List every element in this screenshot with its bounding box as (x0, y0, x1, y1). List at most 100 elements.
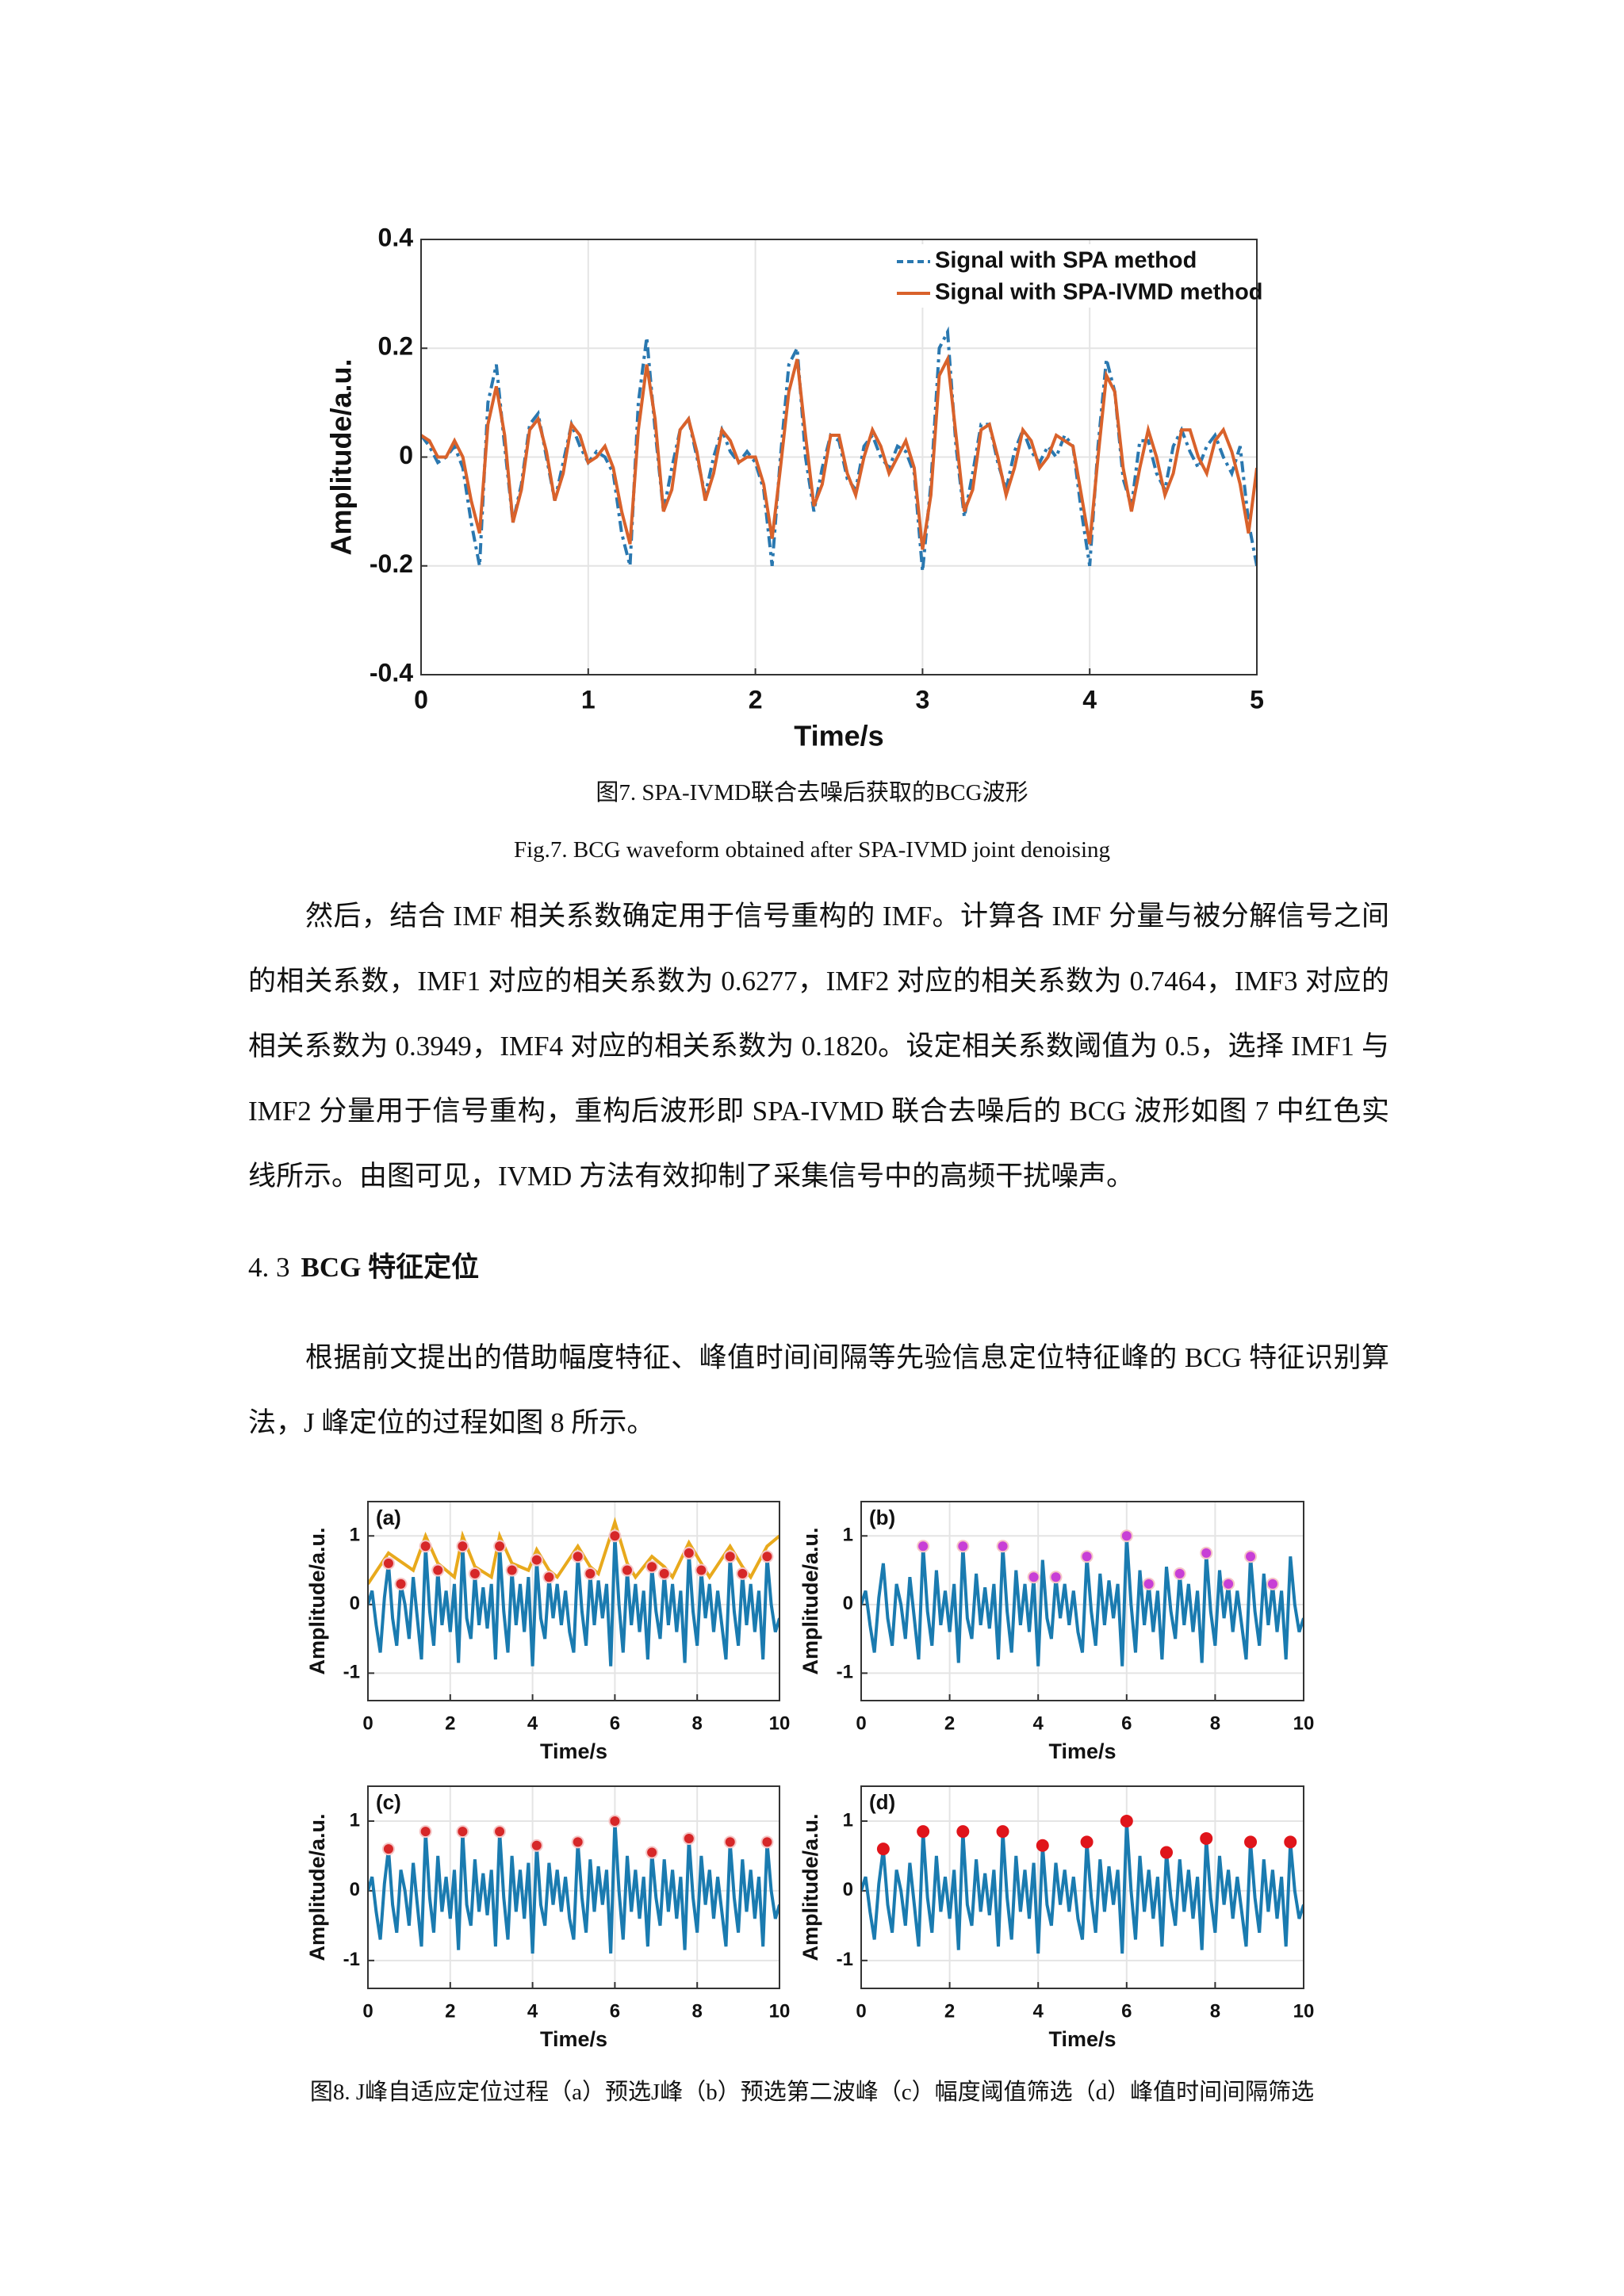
y-tick-label: 1 (350, 1809, 360, 1831)
peak-marker (419, 1540, 432, 1553)
peak-marker (505, 1563, 519, 1577)
panel-label: (b) (869, 1506, 895, 1529)
peak-marker (1160, 1846, 1174, 1859)
x-tick-label: 5 (1250, 685, 1264, 714)
x-tick-label: 0 (362, 1712, 373, 1734)
caption: 图7. SPA-IVMD联合去噪后获取的BCG波形 (596, 780, 1028, 806)
x-tick-label: 6 (1121, 2000, 1132, 2022)
x-tick-label: 2 (749, 685, 763, 714)
y-tick-label: 0 (350, 1879, 360, 1900)
peak-marker (723, 1835, 737, 1849)
x-tick-label: 2 (445, 1712, 455, 1734)
peak-marker (571, 1835, 584, 1849)
peak-marker (1173, 1567, 1186, 1580)
x-tick-label: 6 (610, 2000, 620, 2022)
y-tick-label: 0 (843, 1593, 853, 1614)
peak-marker (996, 1540, 1009, 1553)
x-tick-label: 2 (944, 2000, 955, 2022)
peak-marker (493, 1825, 507, 1839)
peak-marker (682, 1546, 695, 1559)
peak-marker (723, 1550, 737, 1563)
x-tick-label: 0 (362, 2000, 373, 2022)
peak-marker (381, 1556, 395, 1570)
y-axis-label: Amplitude/a.u. (799, 1813, 822, 1961)
y-tick-label: -1 (837, 1662, 853, 1683)
x-tick-label: 3 (916, 685, 930, 714)
x-axis-label: Time/s (794, 720, 883, 752)
y-tick-label: 0.2 (378, 332, 413, 361)
legend-label: Signal with SPA method (935, 248, 1197, 274)
peak-marker (1036, 1839, 1049, 1852)
x-tick-label: 10 (769, 2000, 791, 2022)
section-title: BCG 特征定位 (301, 1252, 480, 1283)
peak-marker (956, 1825, 970, 1839)
peak-marker (1266, 1577, 1279, 1590)
peak-marker (682, 1831, 695, 1845)
peak-marker (530, 1839, 543, 1852)
y-axis-label: Amplitude/a.u. (799, 1527, 822, 1674)
paragraph: 根据前文提出的借助幅度特征、峰值时间间隔等先验信息定位特征峰的 BCG 特征识别… (248, 1342, 1389, 1438)
x-tick-label: 0 (856, 2000, 866, 2022)
peak-marker (657, 1567, 671, 1580)
peak-marker (1120, 1814, 1133, 1827)
y-tick-label: 0 (350, 1593, 360, 1614)
y-tick-label: 0 (843, 1879, 853, 1900)
y-tick-label: 0.4 (378, 223, 414, 251)
x-axis-label: Time/s (1048, 1739, 1116, 1763)
data-line (421, 354, 1257, 550)
peak-marker (1200, 1546, 1213, 1559)
peak-marker (608, 1529, 622, 1543)
peak-marker (493, 1540, 507, 1553)
y-axis-label: Amplitude/a.u. (305, 1527, 329, 1674)
peak-marker (381, 1843, 395, 1856)
peak-marker (419, 1825, 432, 1839)
panel-label: (c) (376, 1790, 401, 1814)
x-tick-label: 10 (1293, 2000, 1315, 2022)
x-tick-label: 0 (414, 685, 428, 714)
panel-label: (a) (376, 1506, 401, 1529)
data-line (368, 1536, 779, 1667)
x-tick-label: 2 (944, 1712, 955, 1734)
x-tick-label: 10 (1293, 1712, 1315, 1734)
x-axis-label: Time/s (1048, 2027, 1116, 2051)
peak-marker (1027, 1571, 1040, 1584)
peak-marker (571, 1550, 584, 1563)
peak-marker (608, 1814, 622, 1827)
y-tick-label: -1 (343, 1662, 360, 1683)
plot-frame (367, 1785, 780, 1989)
data-line (861, 1536, 1304, 1667)
x-tick-label: 4 (527, 2000, 538, 2022)
x-tick-label: 8 (1210, 2000, 1220, 2022)
y-tick-label: 1 (843, 1525, 853, 1546)
peak-marker (645, 1846, 659, 1859)
x-tick-label: 1 (581, 685, 596, 714)
peak-marker (1142, 1577, 1155, 1590)
x-tick-label: 4 (1033, 1712, 1044, 1734)
peak-marker (530, 1553, 543, 1567)
caption-en: Fig.7. BCG waveform obtained after SPA-I… (513, 837, 1111, 863)
peak-marker (917, 1825, 930, 1839)
x-axis-label: Time/s (540, 2027, 607, 2051)
y-tick-label: -1 (837, 1949, 853, 1970)
peak-marker (1080, 1550, 1094, 1563)
peak-marker (1080, 1835, 1094, 1849)
panel-label: (d) (869, 1790, 895, 1814)
peak-marker (456, 1540, 469, 1553)
plot-frame (860, 1501, 1304, 1701)
peak-marker (431, 1563, 445, 1577)
peak-marker (1244, 1835, 1258, 1849)
peak-marker (760, 1550, 774, 1563)
x-tick-label: 8 (692, 2000, 703, 2022)
x-axis-label: Time/s (540, 1739, 607, 1763)
x-tick-label: 10 (769, 1712, 791, 1734)
caption: 图8. J峰自适应定位过程（a）预选J峰（b）预选第二波峰（c）幅度阈值筛选（d… (309, 2080, 1315, 2105)
peak-marker (645, 1560, 659, 1574)
plot-frame (367, 1501, 780, 1701)
x-tick-label: 0 (856, 1712, 866, 1734)
section-number: 4. 3 (248, 1252, 290, 1283)
peak-marker (468, 1567, 481, 1580)
peak-marker (1120, 1529, 1133, 1543)
peak-marker (876, 1843, 890, 1856)
plot-frame (860, 1785, 1304, 1989)
